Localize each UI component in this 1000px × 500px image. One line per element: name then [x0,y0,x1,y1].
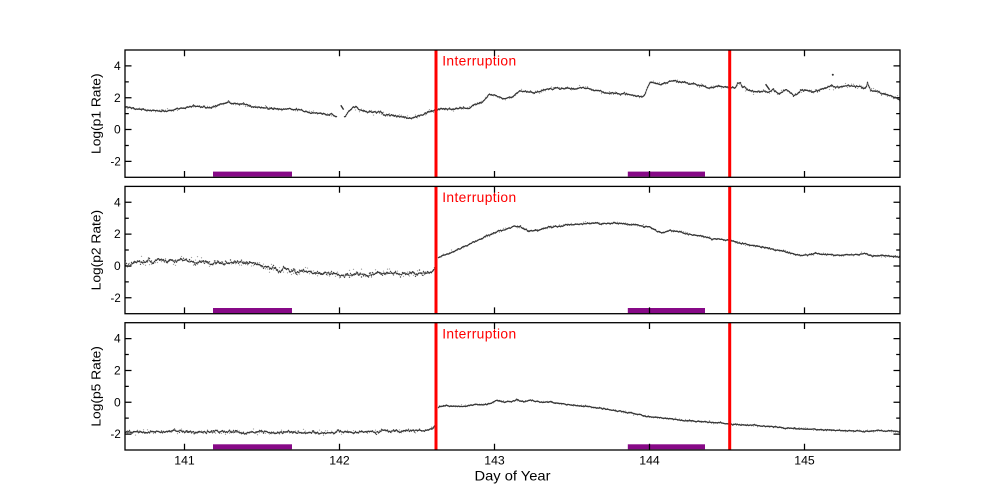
svg-text:2: 2 [114,91,121,105]
svg-text:4: 4 [114,59,121,73]
svg-text:-2: -2 [111,291,122,305]
svg-text:2: 2 [114,227,121,241]
svg-text:-2: -2 [111,155,122,169]
svg-text:-2: -2 [111,427,122,441]
svg-text:Interruption: Interruption [442,54,516,69]
svg-text:143: 143 [484,454,505,468]
svg-text:Log(p5 Rate): Log(p5 Rate) [89,346,104,427]
svg-text:0: 0 [114,395,121,409]
svg-text:144: 144 [639,454,660,468]
svg-text:0: 0 [114,123,121,137]
svg-text:Interruption: Interruption [442,326,516,341]
svg-text:141: 141 [174,454,195,468]
svg-text:2: 2 [114,364,121,378]
svg-text:Log(p1 Rate): Log(p1 Rate) [89,73,104,154]
svg-text:Log(p2 Rate): Log(p2 Rate) [89,210,104,291]
svg-text:Interruption: Interruption [442,190,516,205]
svg-text:4: 4 [114,332,121,346]
svg-text:142: 142 [329,454,350,468]
svg-text:0: 0 [114,259,121,273]
svg-text:Day of Year: Day of Year [475,468,551,483]
svg-text:145: 145 [794,454,815,468]
svg-text:4: 4 [114,195,121,209]
